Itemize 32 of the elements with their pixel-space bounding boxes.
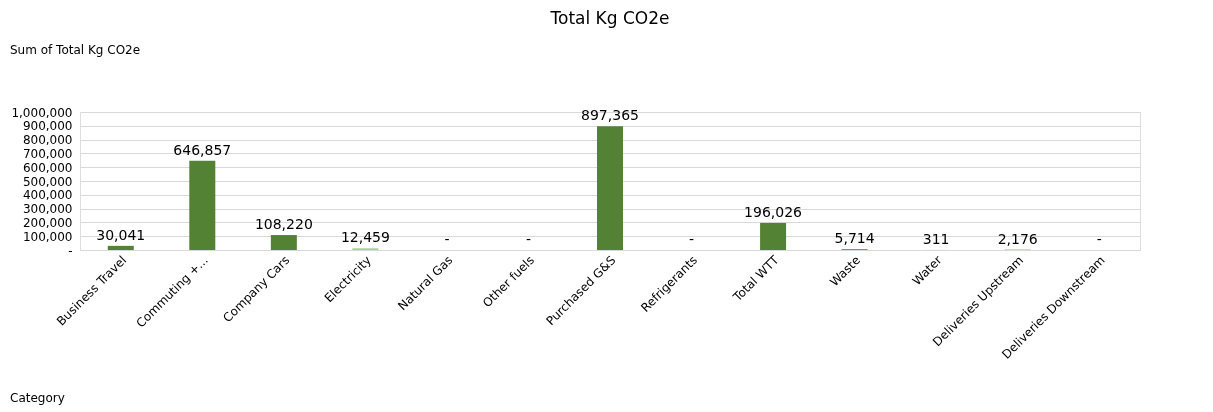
y-tick-label: 1,000,000 — [11, 105, 73, 120]
data-label: 5,714 — [834, 230, 875, 247]
y-tick-label: 200,000 — [22, 215, 73, 230]
bar — [189, 160, 216, 250]
y-tick-label: 900,000 — [22, 119, 73, 134]
bar — [597, 126, 623, 250]
y-tick-label: 400,000 — [22, 188, 73, 203]
y-tick-label: 600,000 — [22, 160, 73, 175]
data-label: 646,857 — [173, 141, 232, 158]
y-tick-label: 300,000 — [22, 202, 73, 217]
data-label: 12,459 — [340, 229, 390, 246]
data-label: - — [689, 231, 695, 247]
bar — [270, 235, 297, 250]
y-tick-label: - — [68, 243, 73, 258]
data-label: 108,220 — [254, 216, 313, 233]
y-tick-label: 500,000 — [22, 174, 73, 189]
data-label: 30,041 — [96, 226, 146, 243]
data-label: 2,176 — [997, 230, 1038, 247]
data-label: - — [444, 231, 450, 247]
chart-title: Total Kg CO2e — [549, 8, 670, 28]
data-label: - — [525, 231, 531, 247]
data-label: 897,365 — [581, 107, 639, 124]
text: Sum of Total Kg CO2e — [10, 43, 141, 57]
y-tick-label: 100,000 — [22, 229, 73, 244]
y-tick-label: 800,000 — [22, 133, 73, 148]
data-label: 196,026 — [744, 203, 803, 220]
bar — [107, 245, 134, 250]
y-tick-label: 700,000 — [22, 146, 73, 161]
data-label: 311 — [922, 230, 950, 247]
text: Category — [10, 391, 65, 405]
data-label: - — [1096, 231, 1102, 247]
bar — [760, 222, 787, 250]
